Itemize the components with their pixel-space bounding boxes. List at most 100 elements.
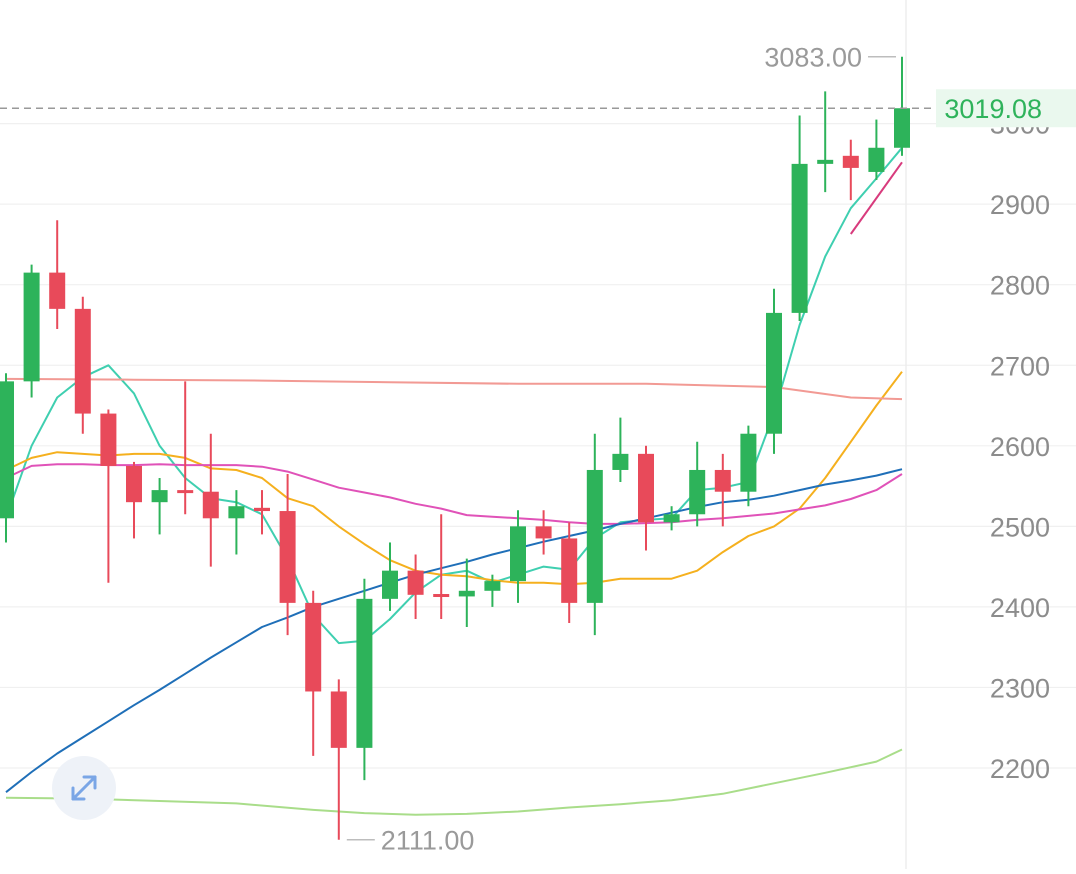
candle-body	[23, 272, 40, 382]
candle-body	[279, 511, 296, 603]
candle[interactable]	[740, 425, 757, 507]
candle-body	[766, 312, 782, 434]
candle[interactable]	[228, 490, 245, 555]
candle-body	[842, 155, 859, 168]
candle[interactable]	[842, 139, 859, 201]
candle-body	[484, 581, 501, 591]
candle-body	[561, 538, 578, 603]
candle[interactable]	[817, 91, 834, 193]
candle[interactable]	[202, 433, 219, 567]
candle-body	[458, 590, 475, 597]
candle-body	[586, 469, 603, 603]
candle[interactable]	[356, 578, 373, 781]
moving-average-line-2	[5, 371, 903, 586]
candle-body	[330, 691, 347, 748]
candle[interactable]	[638, 445, 654, 551]
candle[interactable]	[330, 679, 347, 840]
candle[interactable]	[561, 522, 578, 624]
last-price-label: 3019.08	[944, 94, 1042, 124]
y-tick-label: 2700	[990, 351, 1050, 381]
candle[interactable]	[586, 433, 603, 636]
candle-body	[305, 602, 322, 692]
candle-body	[510, 526, 526, 582]
candle-body	[100, 413, 117, 466]
y-tick-label: 2400	[990, 593, 1050, 623]
candle[interactable]	[23, 264, 40, 398]
candle[interactable]	[689, 441, 706, 527]
y-tick-label: 2800	[990, 271, 1050, 301]
candle[interactable]	[535, 510, 552, 555]
extreme-labels: 3083.00 2111.00	[346, 43, 896, 856]
candle[interactable]	[254, 490, 270, 535]
candle[interactable]	[894, 56, 910, 156]
candle[interactable]	[663, 506, 680, 531]
candle[interactable]	[510, 510, 526, 603]
candle-body	[126, 465, 142, 503]
candle[interactable]	[151, 478, 168, 535]
candle[interactable]	[100, 409, 117, 583]
y-tick-label: 2900	[990, 190, 1050, 220]
candle[interactable]	[766, 288, 782, 454]
candle[interactable]	[305, 590, 322, 756]
candles	[0, 56, 910, 840]
candle-body	[356, 598, 373, 748]
candle[interactable]	[126, 461, 142, 539]
last-price-indicator: 3019.08	[0, 89, 1076, 128]
candle-body	[868, 147, 885, 172]
candle-body	[638, 453, 654, 523]
moving-average-lines	[5, 147, 903, 816]
candle[interactable]	[0, 373, 14, 543]
candle[interactable]	[279, 473, 296, 636]
candle[interactable]	[74, 296, 91, 434]
candle-body	[894, 108, 910, 148]
high-price-label: 3083.00	[764, 43, 862, 73]
moving-average-line-7	[849, 161, 903, 235]
candle-body	[382, 570, 398, 599]
candle-body	[177, 490, 194, 494]
y-tick-label: 2300	[990, 673, 1050, 703]
candle-body	[151, 490, 168, 503]
moving-average-line-3	[5, 463, 903, 525]
candle-body	[817, 159, 834, 164]
moving-average-line-6	[5, 748, 903, 816]
candle-body	[433, 594, 450, 598]
low-price-label: 2111.00	[381, 826, 475, 856]
candle[interactable]	[714, 453, 731, 527]
last-price-badge	[936, 89, 1076, 128]
candle-body	[49, 272, 66, 309]
candle-body	[740, 433, 757, 492]
candle[interactable]	[407, 554, 424, 619]
candle-body	[535, 526, 552, 539]
candle[interactable]	[868, 119, 885, 180]
candle[interactable]	[49, 220, 66, 330]
grid-lines	[0, 122, 1076, 769]
moving-average-line-5	[5, 377, 903, 401]
candle-body	[228, 506, 245, 519]
y-axis-ticks: 220023002400250026002700280029003000	[990, 110, 1050, 784]
y-tick-label: 2500	[990, 512, 1050, 542]
expand-arrows-icon	[71, 775, 97, 801]
y-tick-label: 2200	[990, 754, 1050, 784]
candle-body	[202, 491, 219, 519]
candle-body	[0, 381, 14, 519]
candle-body	[254, 507, 270, 512]
candle[interactable]	[612, 417, 629, 483]
candle[interactable]	[791, 115, 808, 321]
candle[interactable]	[177, 381, 194, 515]
candle-body	[74, 308, 91, 414]
candle-body	[663, 514, 680, 523]
candle[interactable]	[484, 574, 501, 607]
candle[interactable]	[433, 514, 450, 619]
moving-average-line-4	[5, 468, 903, 793]
candle-body	[714, 469, 731, 492]
candle-body	[407, 570, 424, 595]
candle-body	[791, 163, 808, 313]
candle[interactable]	[458, 558, 475, 628]
candle[interactable]	[382, 542, 398, 611]
candle-body	[689, 469, 706, 515]
expand-button[interactable]	[52, 756, 116, 820]
y-tick-label: 2600	[990, 432, 1050, 462]
candle-body	[612, 453, 629, 470]
